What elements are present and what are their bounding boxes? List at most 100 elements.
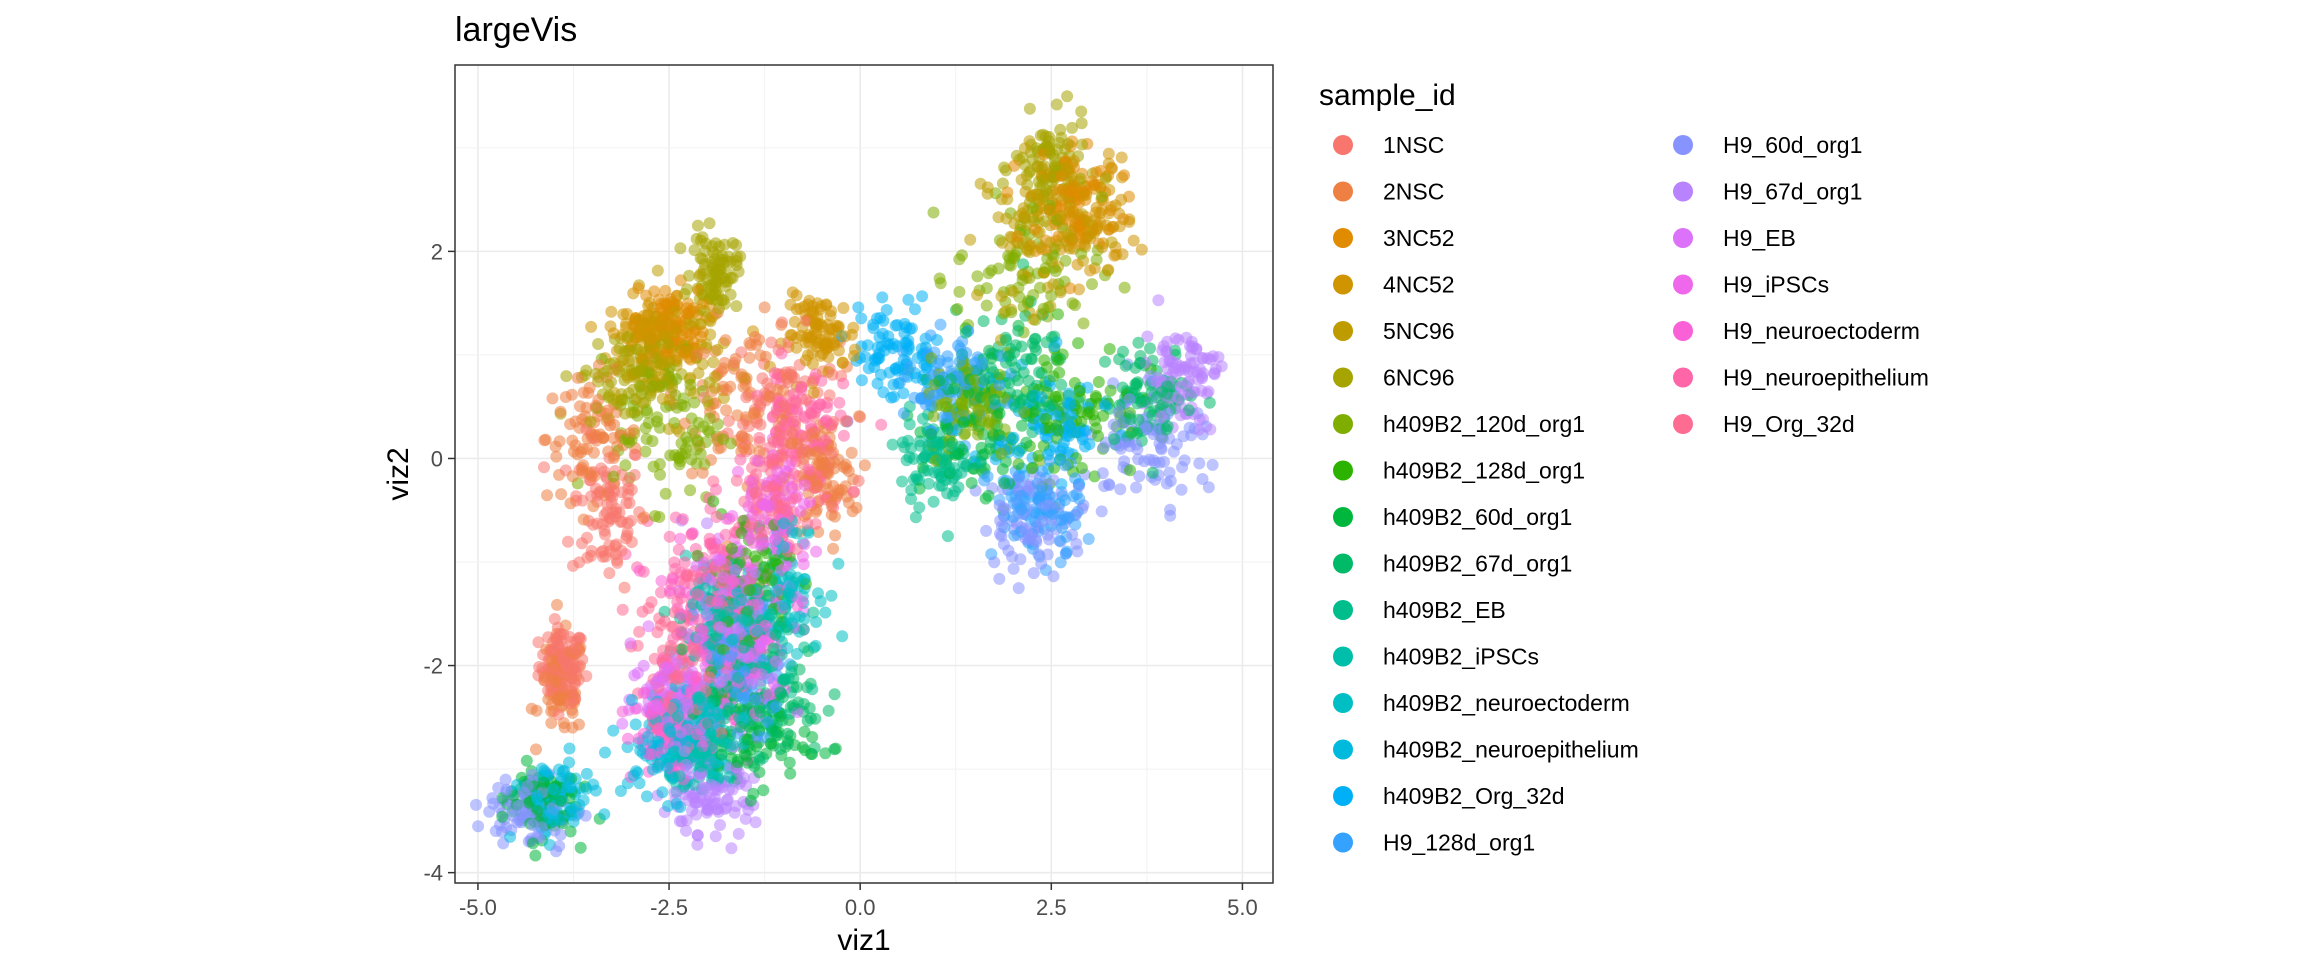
data-point	[703, 671, 716, 684]
data-point	[614, 785, 627, 797]
data-point	[589, 367, 602, 380]
data-point	[722, 415, 735, 427]
data-point	[674, 726, 687, 739]
data-point	[1174, 409, 1187, 422]
data-point	[651, 411, 664, 424]
data-point	[819, 606, 832, 619]
data-point	[617, 308, 630, 321]
data-point	[770, 700, 783, 713]
data-point	[928, 466, 941, 479]
data-point	[486, 792, 499, 805]
data-point	[603, 567, 616, 580]
data-point	[686, 644, 699, 656]
data-point	[812, 587, 824, 600]
data-point	[731, 409, 744, 422]
data-point	[839, 458, 852, 471]
data-point	[1090, 253, 1103, 266]
data-point	[994, 447, 1007, 460]
data-point	[934, 318, 947, 331]
data-point	[855, 312, 868, 325]
data-point	[650, 677, 662, 690]
data-point	[1101, 264, 1114, 277]
data-point	[850, 501, 863, 514]
data-point	[1138, 455, 1151, 468]
data-point	[1030, 536, 1043, 549]
data-point	[609, 540, 622, 552]
data-point	[1050, 409, 1063, 422]
data-point	[713, 261, 726, 274]
data-point	[587, 446, 600, 459]
data-point	[1113, 353, 1126, 366]
data-point	[887, 390, 900, 403]
data-point	[560, 370, 573, 383]
data-point	[1099, 172, 1112, 185]
data-point	[1015, 503, 1028, 516]
data-point	[793, 663, 806, 676]
data-point	[1168, 344, 1181, 357]
data-point	[591, 489, 604, 502]
data-point	[585, 470, 598, 483]
data-point	[922, 477, 935, 490]
data-point	[629, 449, 642, 462]
data-point	[787, 699, 799, 712]
data-point	[1012, 582, 1025, 595]
data-point	[959, 326, 972, 339]
data-point	[671, 673, 684, 686]
data-point	[684, 384, 697, 397]
data-point	[1064, 191, 1077, 204]
data-point	[680, 824, 692, 837]
data-point	[1013, 469, 1025, 482]
data-point	[734, 453, 747, 466]
data-point	[604, 489, 617, 502]
data-point	[634, 744, 647, 757]
data-point	[1070, 426, 1083, 439]
data-point	[1172, 391, 1185, 404]
data-point	[1124, 440, 1136, 453]
data-point	[810, 545, 823, 558]
data-point	[1094, 215, 1107, 228]
data-point	[638, 309, 650, 322]
data-point	[643, 320, 655, 333]
data-point	[746, 475, 759, 488]
data-point	[749, 816, 762, 829]
data-point	[1038, 354, 1051, 367]
data-point	[1005, 306, 1018, 319]
data-point	[630, 393, 643, 406]
data-point	[996, 236, 1009, 249]
data-point	[904, 361, 917, 374]
data-point	[1131, 427, 1143, 439]
data-point	[1176, 461, 1189, 474]
data-point	[1102, 478, 1115, 491]
data-point	[554, 813, 566, 826]
data-point	[790, 289, 803, 302]
data-point	[829, 529, 842, 542]
data-point	[605, 305, 618, 318]
data-point	[743, 584, 756, 597]
data-point	[571, 371, 584, 384]
data-points	[470, 90, 1228, 862]
data-point	[909, 511, 922, 524]
data-point	[1002, 544, 1015, 557]
data-point	[927, 206, 940, 219]
data-point	[1072, 337, 1085, 350]
data-point	[541, 489, 553, 502]
data-point	[673, 458, 686, 471]
data-point	[749, 693, 762, 706]
data-point	[782, 612, 795, 625]
data-point	[1146, 409, 1159, 422]
data-point	[638, 511, 651, 524]
data-point	[814, 398, 827, 411]
data-point	[666, 381, 678, 394]
data-point	[739, 812, 752, 825]
data-point	[633, 625, 646, 638]
data-point	[538, 434, 551, 447]
data-point	[1032, 484, 1045, 497]
data-point	[789, 491, 802, 504]
data-point	[666, 573, 679, 586]
data-point	[1212, 351, 1225, 364]
data-point	[546, 392, 559, 405]
data-point	[640, 433, 653, 445]
data-point	[653, 511, 666, 523]
data-point	[754, 706, 767, 719]
data-point	[585, 545, 598, 557]
